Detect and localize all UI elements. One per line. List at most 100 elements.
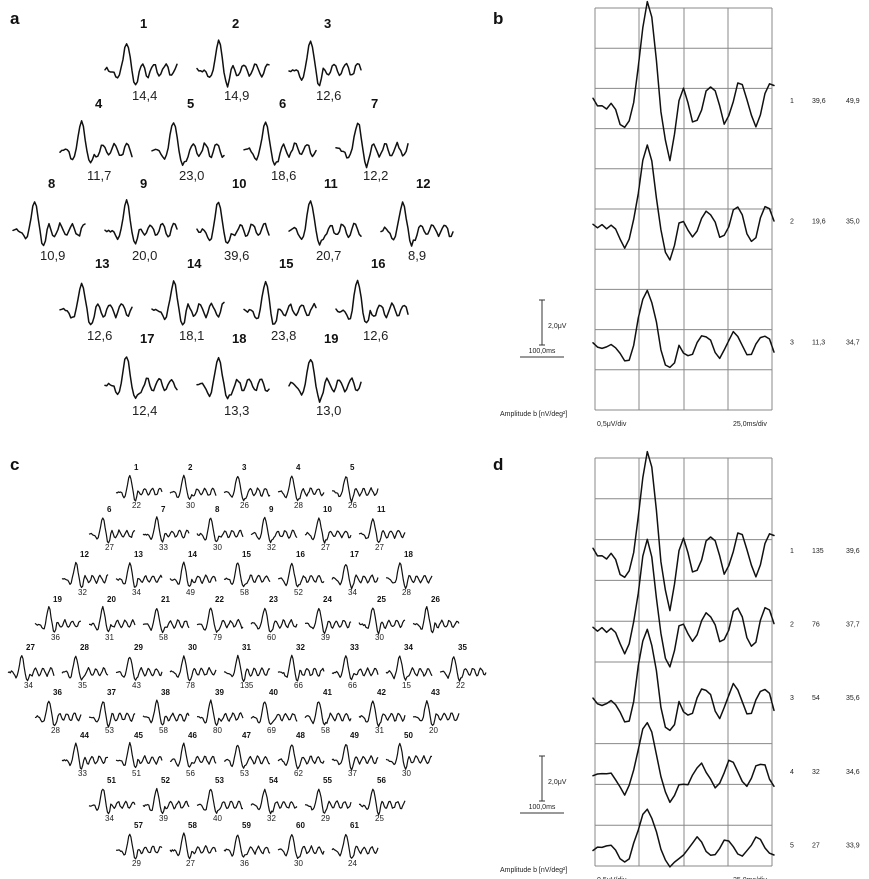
waveform-trace: [277, 744, 325, 770]
hexagon-response-cell: 16 12,6: [335, 256, 409, 343]
hexagon-number: 2: [188, 463, 193, 472]
hexagon-amplitude: 39: [159, 814, 168, 823]
panel-letter-a: a: [10, 9, 20, 28]
waveform-trace: [115, 741, 163, 769]
waveform-trace: [250, 607, 298, 633]
hexagon-amplitude: 30: [375, 633, 384, 642]
hexagon-response-cell: 30 78: [169, 643, 217, 690]
hexagon-number: 56: [377, 776, 386, 785]
hexagon-number: 57: [134, 821, 143, 830]
hexagon-amplitude: 30: [213, 543, 222, 552]
hexagon-amplitude: 66: [348, 681, 357, 690]
waveform-trace: [385, 655, 433, 681]
hexagon-amplitude: 13,0: [316, 403, 341, 418]
waveform-trace: [358, 607, 406, 635]
hexagon-number: 6: [107, 505, 112, 514]
hexagon-number: 9: [269, 505, 274, 514]
hexagon-amplitude: 23,0: [179, 168, 204, 183]
hexagon-amplitude: 14,9: [224, 88, 249, 103]
hexagon-number: 11: [377, 505, 386, 514]
hexagon-amplitude: 15: [402, 681, 411, 690]
hexagon-amplitude: 13,3: [224, 403, 249, 418]
waveform-trace: [331, 833, 379, 859]
hexagon-amplitude: 52: [294, 588, 303, 597]
hexagon-number: 50: [404, 731, 413, 740]
hexagon-response-cell: 128,9: [380, 176, 454, 263]
hexagon-response-cell: 50 30: [385, 731, 433, 778]
time-per-div-label: 25,0ms/div: [733, 421, 767, 428]
waveform-trace: [277, 654, 325, 682]
hexagon-number: 11: [324, 176, 338, 191]
hexagon-amplitude: 34: [24, 681, 33, 690]
hexagon-number: 10: [323, 505, 332, 514]
ring-waveform: [592, 808, 775, 868]
hexagon-number: 2: [232, 16, 239, 31]
hexagon-response-cell: 59 36: [223, 821, 271, 868]
waveform-trace: [277, 834, 325, 859]
hexagon-response-cell: 114,4: [104, 16, 178, 103]
hexagon-amplitude: 27: [321, 543, 330, 552]
hexagon-amplitude: 28: [51, 726, 60, 735]
ring-latency: 34,7: [846, 339, 860, 346]
ring-row-4: 4 32 34,6: [592, 721, 860, 804]
waveform-trace: [104, 199, 178, 245]
ring-waveform: [592, 450, 775, 612]
hexagon-number: 4: [296, 463, 301, 472]
hexagon-response-cell: 34 15: [385, 643, 433, 690]
waveform-trace: [196, 201, 270, 244]
hexagon-response-cell: 6 27: [88, 505, 136, 552]
hexagon-response-cell: 1 22: [115, 463, 163, 510]
ring-amplitude: 19,6: [812, 219, 826, 226]
hexagon-number: 14: [188, 550, 197, 559]
hexagon-number: 5: [350, 463, 355, 472]
hexagon-amplitude: 58: [159, 633, 168, 642]
waveform-trace: [331, 655, 379, 681]
hexagon-amplitude: 135: [240, 681, 254, 690]
hexagon-number: 1: [134, 463, 139, 472]
hexagon-amplitude: 18,6: [271, 168, 296, 183]
hexagon-amplitude: 58: [240, 588, 249, 597]
hexagon-amplitude: 66: [294, 681, 303, 690]
amplitude-per-div-label: 0,5μV/div: [597, 877, 627, 879]
hexagon-amplitude: 12,2: [363, 168, 388, 183]
waveform-trace: [61, 742, 109, 770]
ring-latency: 49,9: [846, 98, 860, 105]
hexagon-amplitude: 33: [159, 543, 168, 552]
hexagon-response-cell: 56 25: [358, 776, 406, 823]
waveform-trace: [61, 561, 109, 589]
waveform-trace: [142, 608, 190, 634]
hexagon-response-cell: 214,9: [196, 16, 270, 103]
plot-grid: [594, 7, 773, 411]
hexagon-response-cell: 51 34: [88, 776, 136, 823]
hexagon-response-cell: 712,2: [335, 96, 409, 183]
hexagon-response-cell: 45 51: [115, 731, 163, 778]
hexagon-response-cell: 15 23,8: [243, 256, 317, 343]
hexagon-number: 51: [107, 776, 116, 785]
ring-index: 2: [790, 622, 794, 629]
hexagon-number: 7: [371, 96, 378, 111]
hexagon-number: 46: [188, 731, 197, 740]
hexagon-number: 19: [324, 331, 338, 346]
ring-amplitude: 39,6: [812, 98, 826, 105]
hexagon-amplitude: 51: [132, 769, 141, 778]
waveform-trace: [88, 701, 136, 728]
hexagon-number: 60: [296, 821, 305, 830]
ring-latency: 35,6: [846, 695, 860, 702]
waveform-trace: [61, 655, 109, 681]
waveform-trace: [223, 475, 271, 502]
hexagon-number: 5: [187, 96, 194, 111]
hexagon-response-cell: 36 28: [34, 688, 82, 735]
hexagon-amplitude: 69: [267, 726, 276, 735]
waveform-trace: [358, 518, 406, 543]
panel-d-ring-averages: 1 135 39,6 2 76 37,7 3 54 35,6 4 32 34,6 5 27 33,9 2,0μ…: [500, 450, 860, 879]
waveform-trace: [223, 834, 271, 858]
ring-amplitude: 32: [812, 769, 820, 776]
waveform-trace: [358, 788, 406, 816]
hexagon-response-cell: 49 37: [331, 731, 379, 778]
hexagon-number: 12: [80, 550, 89, 559]
hexagon-number: 9: [140, 176, 147, 191]
waveform-trace: [223, 562, 271, 588]
hexagon-number: 37: [107, 688, 116, 697]
waveform-trace: [250, 516, 298, 544]
hexagon-amplitude: 34: [348, 588, 357, 597]
